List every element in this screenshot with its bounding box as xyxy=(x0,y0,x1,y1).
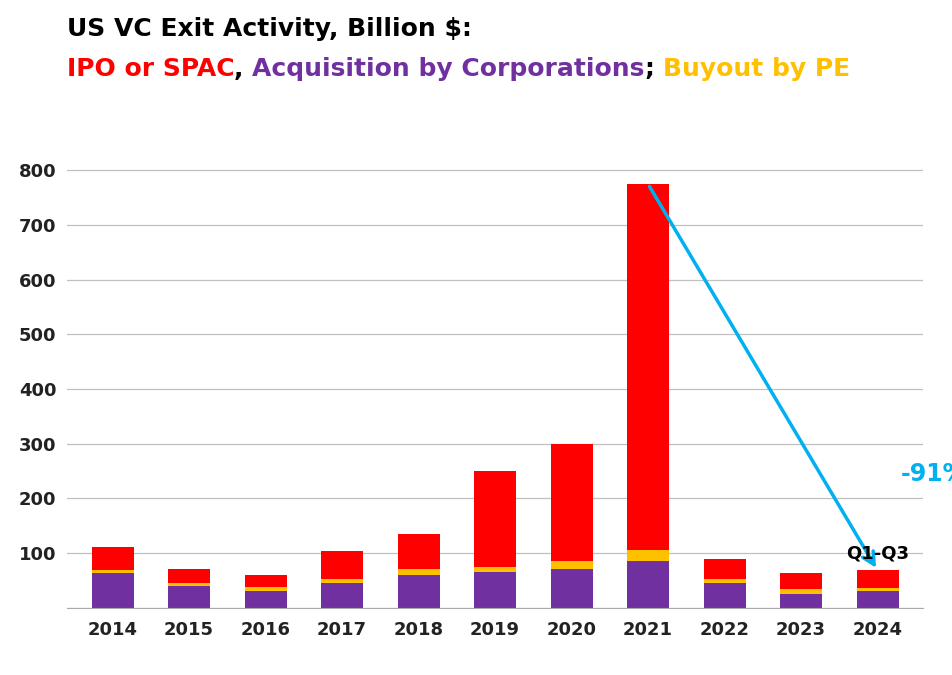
Bar xyxy=(245,591,287,608)
Bar xyxy=(398,574,440,608)
Bar xyxy=(245,574,287,587)
Bar xyxy=(780,573,823,589)
Bar xyxy=(91,570,133,573)
Bar xyxy=(857,591,899,608)
Bar xyxy=(321,583,363,608)
Bar xyxy=(857,570,899,589)
Bar xyxy=(780,589,823,594)
Bar xyxy=(627,561,669,608)
Bar xyxy=(474,572,516,608)
Bar xyxy=(704,578,745,583)
Bar xyxy=(245,587,287,591)
Text: Q1-Q3: Q1-Q3 xyxy=(846,545,909,563)
Text: US VC Exit Activity, Billion $:: US VC Exit Activity, Billion $: xyxy=(67,17,471,41)
Text: IPO or SPAC: IPO or SPAC xyxy=(67,57,234,82)
Text: -91%: -91% xyxy=(901,462,952,485)
Bar xyxy=(398,534,440,569)
Bar xyxy=(550,561,592,569)
Bar xyxy=(704,583,745,608)
Text: Buyout by PE: Buyout by PE xyxy=(664,57,850,82)
Bar xyxy=(321,551,363,578)
Bar xyxy=(398,569,440,574)
Bar xyxy=(780,594,823,608)
Bar xyxy=(474,566,516,572)
Bar xyxy=(168,569,210,583)
Bar xyxy=(91,547,133,570)
Bar xyxy=(168,583,210,586)
Text: ;: ; xyxy=(645,57,664,82)
Text: Acquisition by Corporations: Acquisition by Corporations xyxy=(252,57,645,82)
Bar xyxy=(550,443,592,561)
Bar xyxy=(627,184,669,550)
Bar xyxy=(857,589,899,591)
Bar xyxy=(168,586,210,608)
Text: ,: , xyxy=(234,57,252,82)
Bar xyxy=(91,573,133,608)
Bar xyxy=(627,550,669,561)
Bar xyxy=(550,569,592,608)
Bar xyxy=(474,471,516,566)
Bar xyxy=(704,560,745,578)
Bar xyxy=(321,578,363,583)
